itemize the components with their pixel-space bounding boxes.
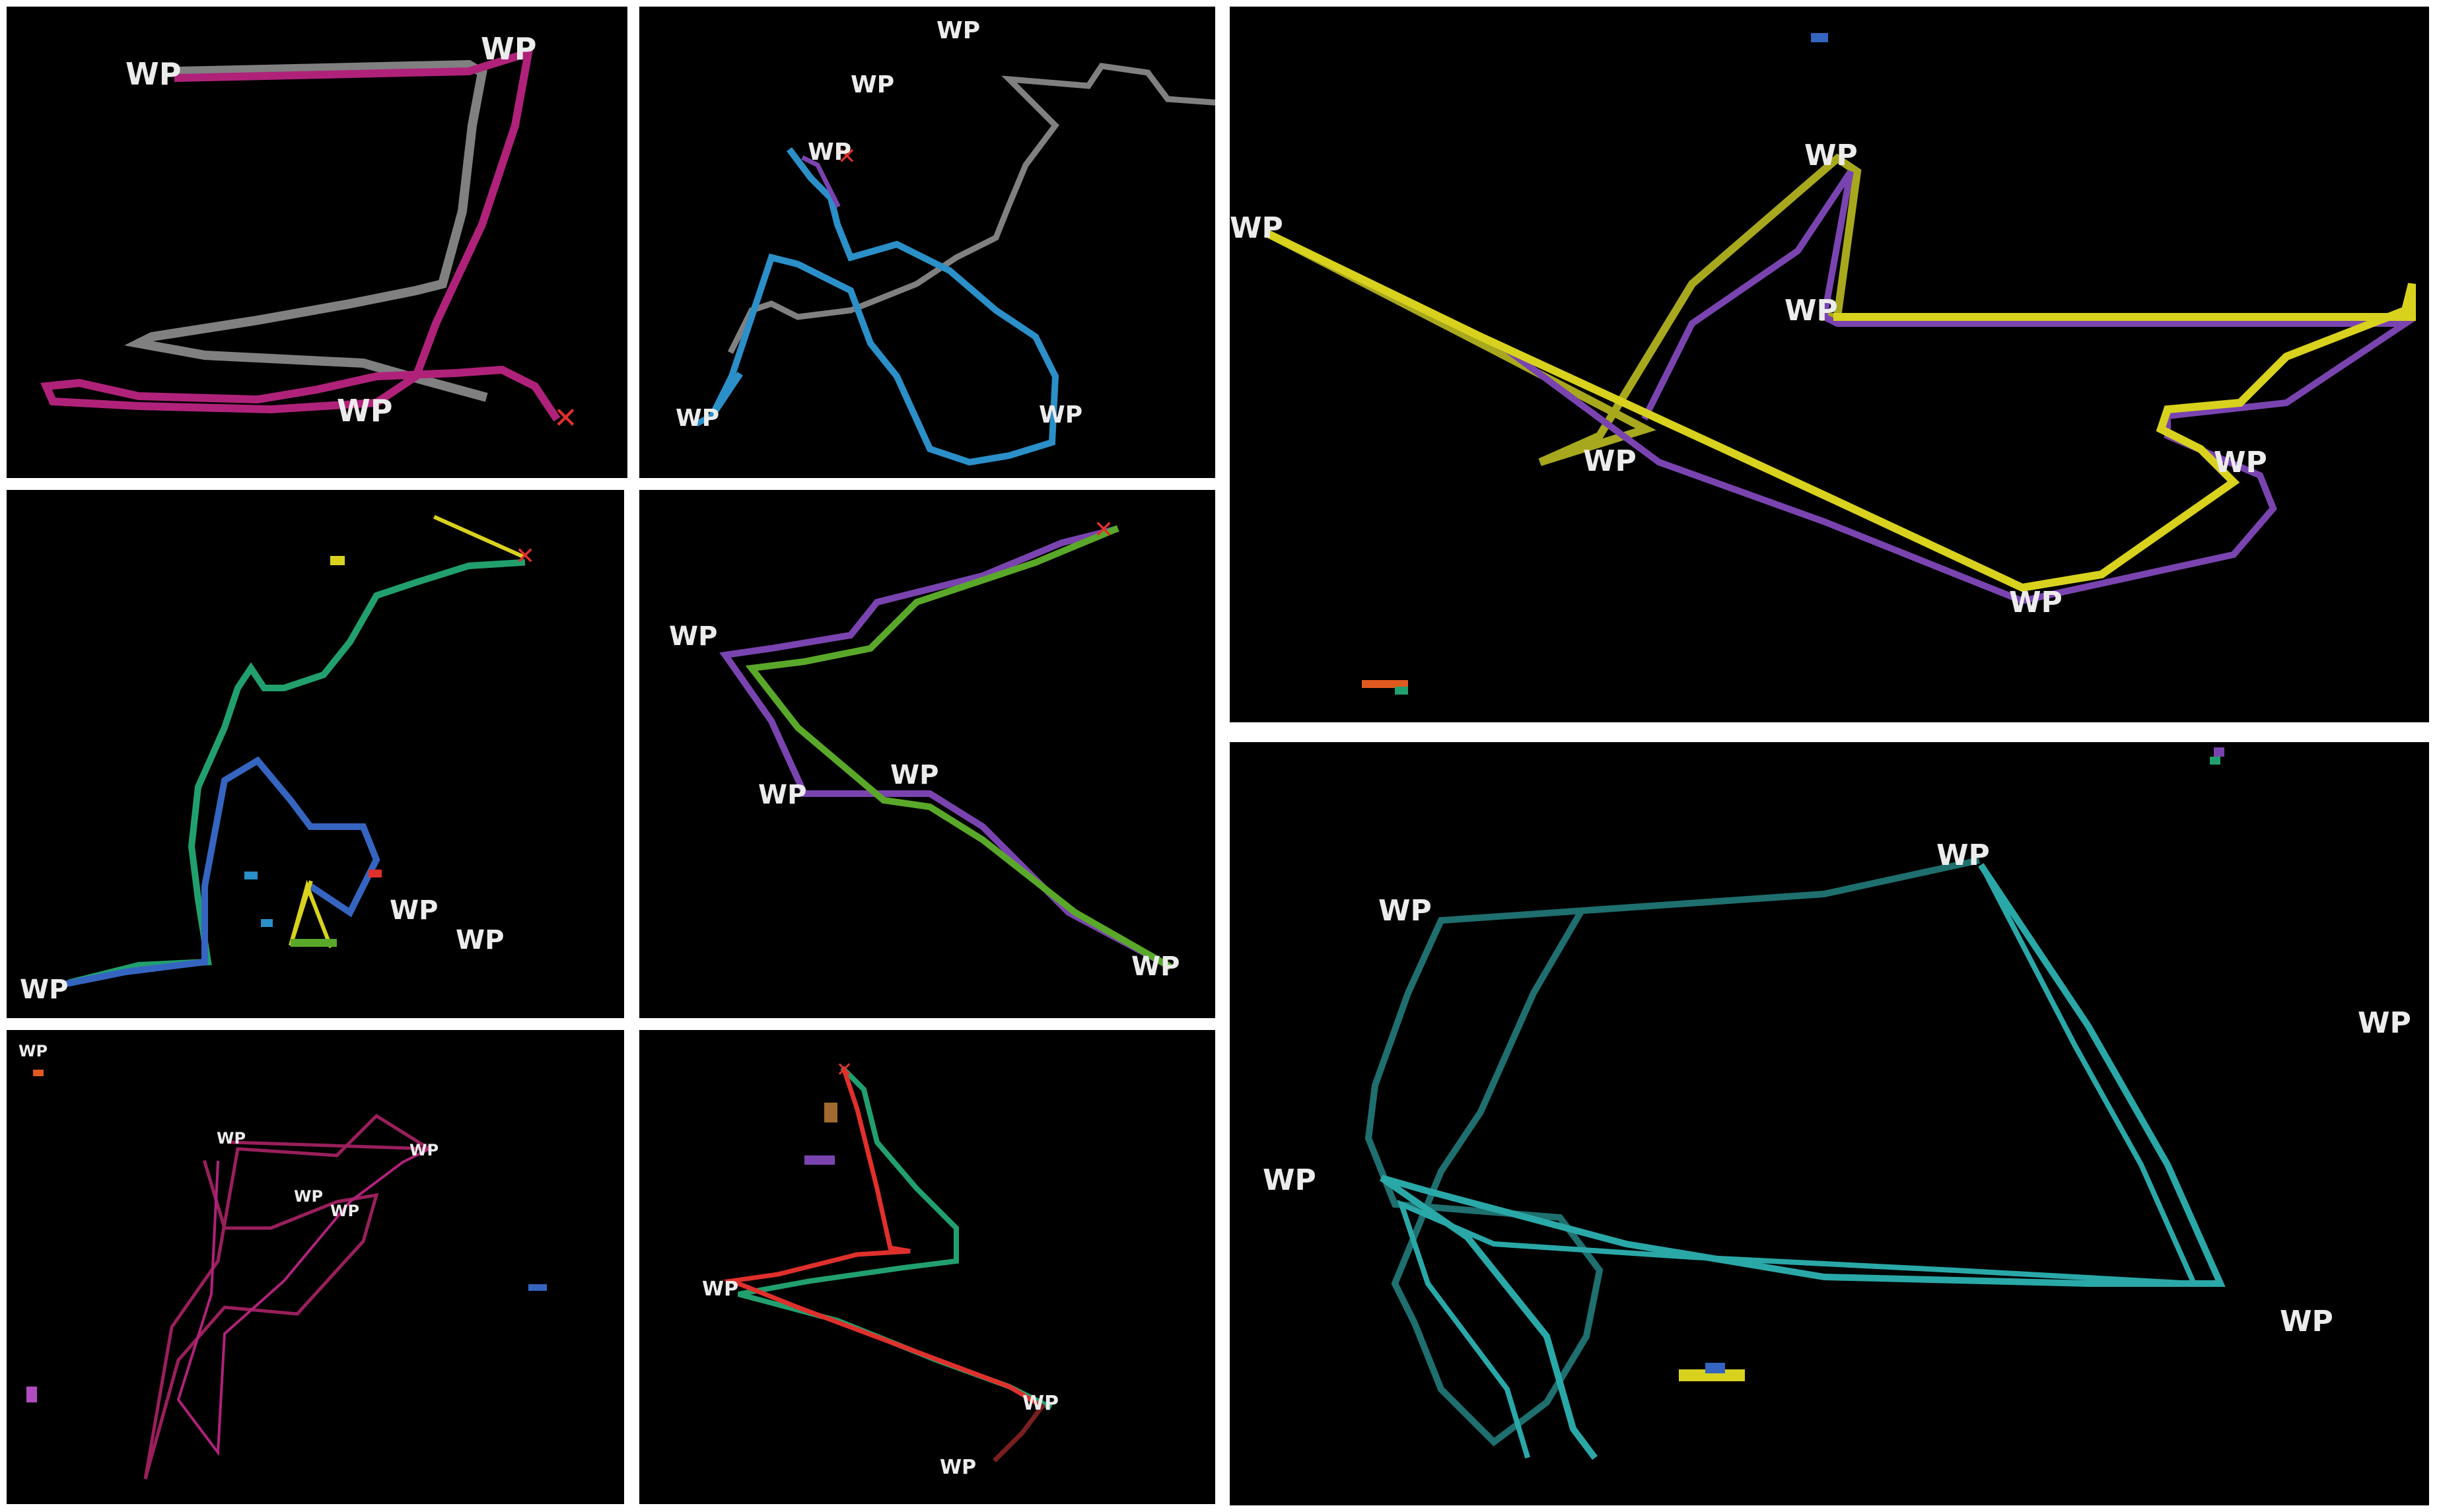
wp-label: WP [2009, 586, 2063, 619]
track-crimson-2 [176, 1147, 431, 1457]
wp-label: WP [2214, 446, 2267, 479]
blob [1705, 1363, 1725, 1373]
trajectory-plot-8: WP WP WP WP WP [1263, 747, 2411, 1460]
track-green [737, 1066, 1053, 1410]
trajectory-panel-8: WP WP WP WP WP [1230, 742, 2429, 1505]
track-blue [709, 147, 1059, 466]
blob [261, 919, 273, 927]
track-dark-teal [1364, 857, 1980, 1447]
track-magenta [40, 47, 561, 422]
track-red [723, 1066, 1045, 1410]
wp-label: WP [1378, 894, 1432, 928]
track-lime [745, 525, 1172, 970]
wp-label: WP [1263, 1163, 1316, 1197]
track-teal [1380, 863, 2226, 1460]
trajectory-plot-7: ✕ WP WP WP [702, 1058, 1059, 1479]
wp-label: WP [676, 405, 719, 432]
trajectory-plot-4: ✕ WP WP WP [20, 515, 535, 1005]
blob [26, 1387, 37, 1402]
track-teal-2 [1397, 864, 2199, 1459]
wp-label: WP [125, 56, 181, 92]
trajectory-panel-6: WP WP WP WP WP [7, 1030, 624, 1504]
wp-label: WP [758, 780, 806, 810]
blob [1362, 680, 1408, 688]
wp-label: WP [2280, 1305, 2333, 1338]
marker-x: ✕ [837, 143, 857, 170]
wp-label: WP [1936, 839, 1990, 872]
track-yellow [1263, 228, 2416, 592]
wp-label: WP [1131, 951, 1180, 982]
track-blue-end [694, 411, 717, 427]
wp-label: WP [1022, 1392, 1059, 1415]
track-purple [801, 155, 841, 208]
track-purple [719, 525, 1172, 970]
wp-label: WP [702, 1278, 738, 1301]
wp-label: WP [20, 975, 68, 1005]
blob [369, 870, 382, 877]
wp-label: WP [409, 1141, 439, 1159]
wp-label: WP [940, 1456, 976, 1479]
marker-x: ✕ [515, 543, 535, 570]
marker-x: ✕ [836, 1058, 853, 1082]
wp-label: WP [936, 17, 980, 44]
wp-label: WP [337, 393, 392, 429]
blob [330, 556, 345, 565]
blob [804, 1155, 835, 1165]
blob [2214, 747, 2224, 757]
track-yellow [433, 515, 524, 559]
trajectory-panel-4: ✕ WP WP WP [7, 490, 624, 1018]
blob [1811, 33, 1828, 42]
wp-label: WP [1784, 294, 1838, 327]
track-olive [1263, 153, 1862, 466]
blob [244, 872, 258, 879]
trajectory-plot-5: ✕ WP WP WP WP [669, 516, 1180, 982]
wp-label: WP [456, 925, 504, 955]
track-yellow-v [289, 879, 333, 948]
wp-label: WP [330, 1202, 359, 1220]
wp-label: WP [1804, 139, 1858, 172]
blob [33, 1070, 44, 1076]
wp-label: WP [18, 1042, 48, 1060]
blob [1395, 687, 1408, 695]
wp-label: WP [390, 895, 438, 926]
trajectory-panel-7: ✕ WP WP WP [639, 1030, 1215, 1504]
track-dark-red [993, 1403, 1045, 1462]
trajectory-panel-1: ✕ WP WP WP [7, 7, 627, 478]
trajectory-panel-3: WP WP WP WP WP WP [1230, 7, 2429, 722]
wp-label: WP [294, 1187, 323, 1206]
wp-label: WP [851, 71, 894, 98]
trajectory-panel-5: ✕ WP WP WP WP [639, 490, 1215, 1018]
trajectory-plot-2: ✕ WP WP WP WP WP [676, 17, 1215, 466]
blob [1679, 1369, 1745, 1381]
blob [824, 1103, 837, 1122]
trajectory-plot-1: ✕ WP WP WP [40, 31, 578, 435]
trajectory-panel-2: ✕ WP WP WP WP WP [639, 7, 1215, 478]
track-crimson [143, 1113, 436, 1480]
wp-label: WP [1583, 444, 1637, 478]
track-gray [727, 63, 1215, 355]
wp-label: WP [1230, 211, 1283, 245]
wp-label: WP [2358, 1006, 2411, 1040]
wp-label: WP [890, 760, 938, 790]
blob [2210, 757, 2220, 765]
wp-label: WP [1039, 401, 1082, 429]
wp-label: WP [481, 31, 536, 67]
track-gray [124, 59, 488, 402]
wp-label: WP [217, 1129, 246, 1148]
trajectory-plot-6: WP WP WP WP WP [18, 1042, 547, 1480]
blob [528, 1284, 547, 1291]
marker-x: ✕ [1094, 516, 1113, 543]
blob [291, 939, 337, 947]
track-royal-blue [62, 756, 380, 988]
wp-label: WP [669, 621, 717, 652]
wp-label: WP [808, 139, 851, 166]
trajectory-plot-3: WP WP WP WP WP WP [1230, 33, 2417, 695]
marker-x: ✕ [553, 401, 578, 435]
